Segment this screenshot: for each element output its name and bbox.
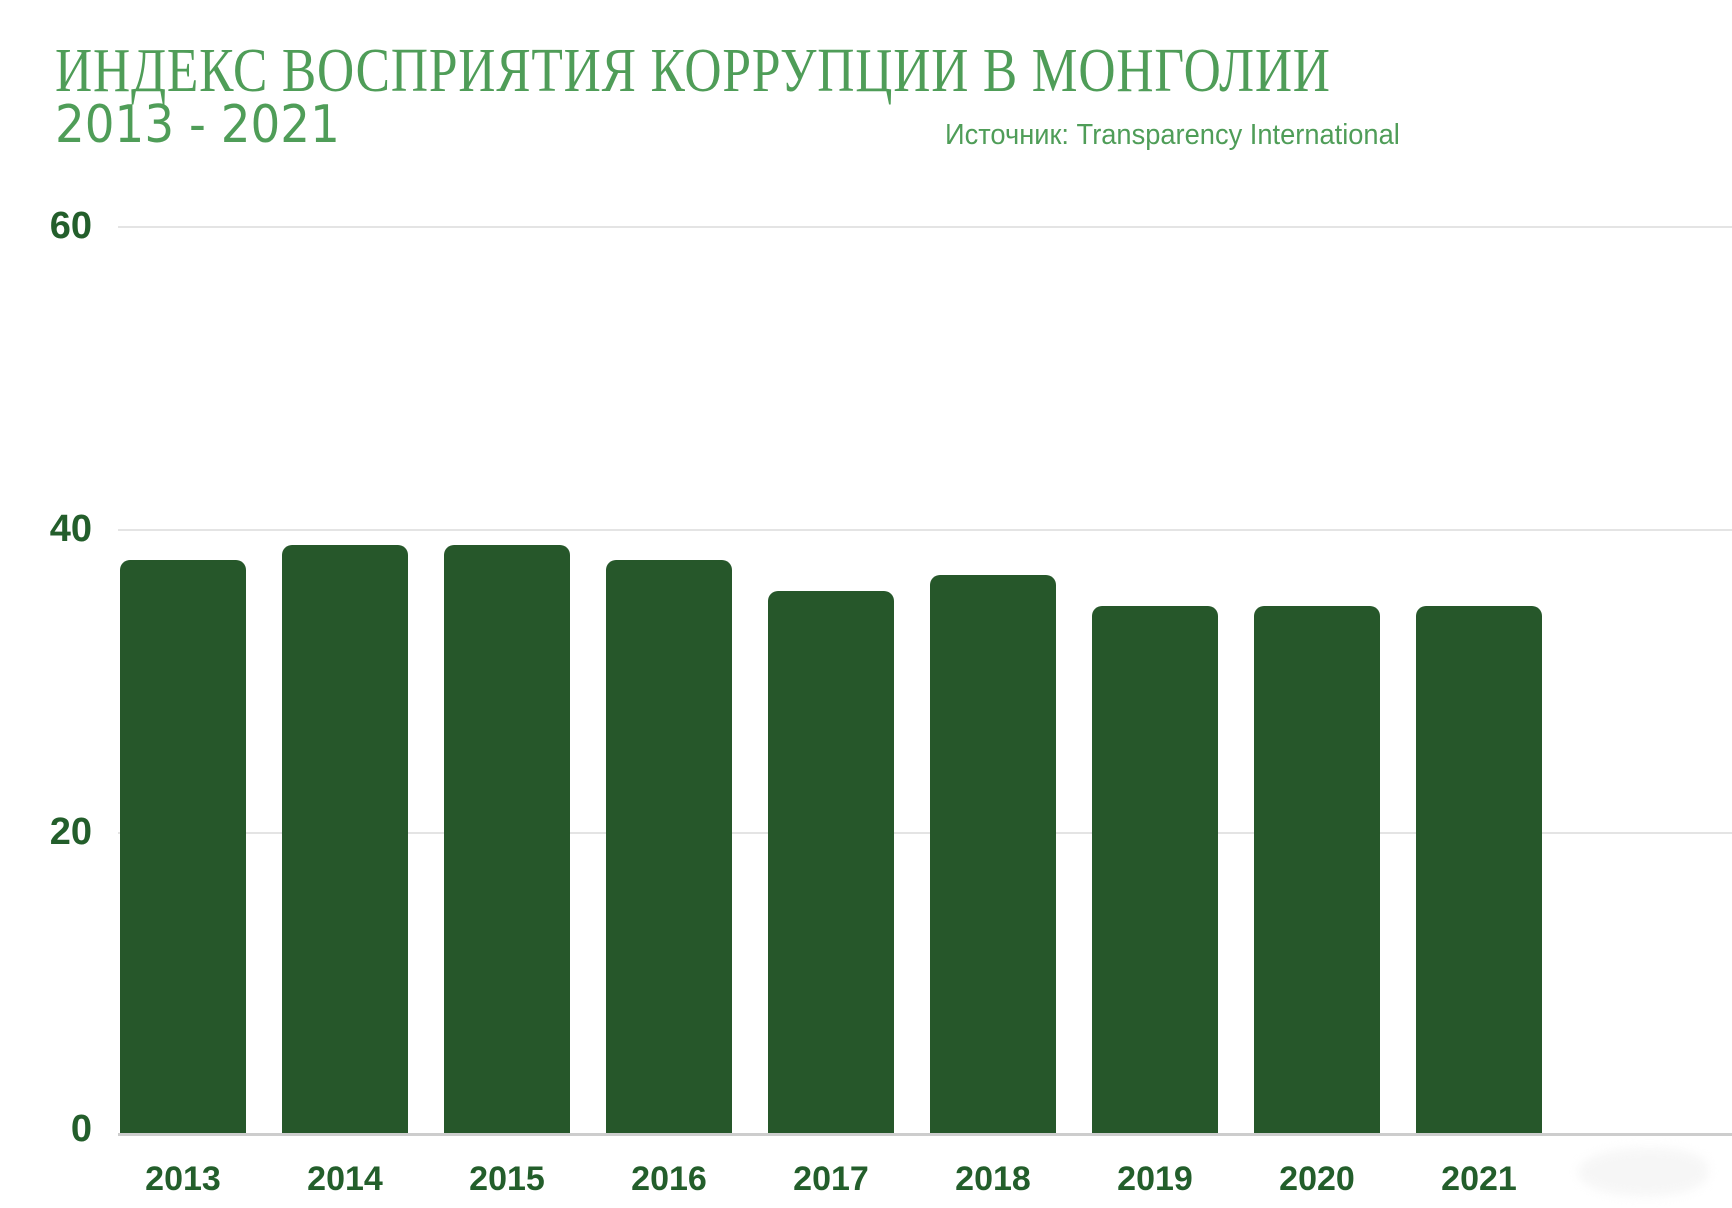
x-axis-label-2019: 2019 xyxy=(1117,1160,1193,1198)
y-axis-tick-60: 60 xyxy=(49,205,92,247)
chart-title-line2: 2013 - 2021 xyxy=(55,95,340,155)
x-axis-label-2014: 2014 xyxy=(307,1160,383,1198)
x-axis-label-2020: 2020 xyxy=(1279,1160,1355,1198)
bar-2016 xyxy=(606,560,732,1133)
y-axis-tick-20: 20 xyxy=(49,811,92,853)
bar-2014 xyxy=(282,545,408,1133)
bar-2018 xyxy=(930,575,1056,1133)
x-axis-line xyxy=(118,1133,1732,1136)
gridline-60 xyxy=(118,226,1732,228)
chart-title-line1: ИНДЕКС ВОСПРИЯТИЯ КОРРУПЦИИ В МОНГОЛИИ xyxy=(55,37,1331,105)
x-axis-label-2015: 2015 xyxy=(469,1160,545,1198)
bar-2020 xyxy=(1254,605,1380,1133)
y-axis-tick-0: 0 xyxy=(70,1108,92,1150)
x-axis-label-2021: 2021 xyxy=(1441,1160,1517,1198)
x-axis-label-2018: 2018 xyxy=(955,1160,1031,1198)
bar-2021 xyxy=(1416,605,1542,1133)
bar-2019 xyxy=(1092,605,1218,1133)
x-axis-label-2017: 2017 xyxy=(793,1160,869,1198)
gridline-20 xyxy=(118,832,1732,834)
bar-2013 xyxy=(120,560,246,1133)
bar-chart: 0 20 40 60 2013 2014 2015 2016 2017 2018 2019 2020 2… xyxy=(50,207,1732,1196)
x-axis-label-2016: 2016 xyxy=(631,1160,707,1198)
bar-2017 xyxy=(768,590,894,1133)
watermark xyxy=(1578,1148,1708,1196)
gridline-40 xyxy=(118,529,1732,531)
y-axis-tick-40: 40 xyxy=(49,508,92,550)
chart-source-label: Источник: Transparency International xyxy=(945,119,1400,151)
x-axis-label-2013: 2013 xyxy=(145,1160,221,1198)
bar-2015 xyxy=(444,545,570,1133)
